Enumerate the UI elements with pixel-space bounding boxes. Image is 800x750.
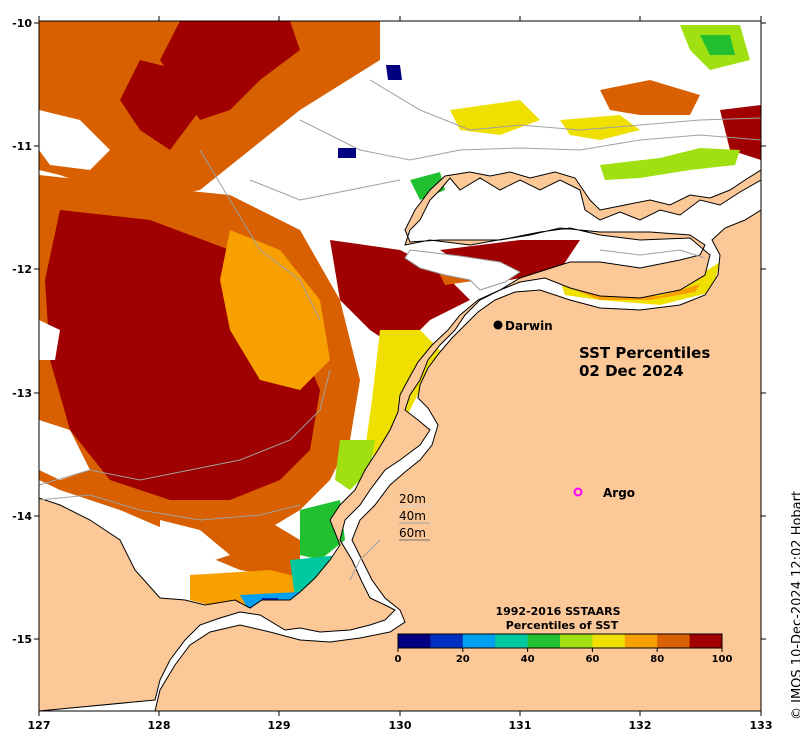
colorbar-swatch-8: [657, 634, 691, 648]
colorbar-tick-label-0: 0: [395, 654, 402, 665]
colorbar-title: 1992-2016 SSTAARS: [495, 605, 620, 618]
x-tick-130: 130: [389, 719, 412, 732]
isobath-legend: 20m 40m 60m: [399, 492, 430, 541]
colorbar-swatch-7: [624, 634, 658, 648]
sst-field-amber-central: [220, 230, 330, 390]
credit-text: © IMOS 10-Dec-2024 12:02 Hobart: [790, 490, 800, 720]
x-tick-131: 131: [509, 719, 532, 732]
contour-2: [299, 119, 761, 161]
isobath-label-20m: 20m: [399, 492, 426, 506]
colorbar-ticks: 0 20 40 60 80 100: [395, 648, 733, 665]
x-tick-128: 128: [148, 719, 171, 732]
colorbar-swatch-3: [495, 634, 529, 648]
colorbar-subtitle: Percentiles of SST: [506, 619, 619, 632]
sst-field-darkred-northeast: [120, 60, 200, 150]
y-tick-minus13: -13: [12, 387, 32, 400]
colorbar-swatch-2: [462, 634, 496, 648]
map-title: SST Percentiles: [579, 344, 710, 362]
sst-field-navy-a: [386, 65, 402, 80]
colorbar-tick-label-20: 20: [456, 654, 470, 665]
contour-1: [369, 79, 761, 131]
colorbar-tick-label-60: 60: [585, 654, 599, 665]
x-tick-133: 133: [750, 719, 773, 732]
x-tick-129: 129: [268, 719, 291, 732]
argo-marker: [573, 487, 583, 497]
contour-6: [199, 149, 321, 321]
sst-field-yellow-north: [450, 100, 540, 135]
sst-field-white-gap-3: [39, 420, 90, 480]
contour-5: [39, 494, 301, 521]
darwin-label: Darwin: [505, 319, 553, 333]
colorbar-tick-label-40: 40: [521, 654, 535, 665]
contour-3: [249, 179, 401, 201]
sst-field-white-gap-4: [160, 520, 230, 565]
y-tick-minus11: -11: [12, 140, 32, 153]
argo-label: Argo: [603, 486, 635, 500]
colorbar-swatch-9: [689, 634, 723, 648]
sst-field-orange-south: [150, 500, 300, 580]
landmass-east: [154, 200, 761, 711]
x-tick-labels: 127 128 129 130 131 132 133: [28, 719, 773, 732]
x-tick-127: 127: [28, 719, 51, 732]
isobath-contours: [39, 79, 761, 581]
contour-4: [39, 369, 331, 486]
sst-field-white-gap-2: [39, 320, 60, 360]
colorbar-tick-label-80: 80: [650, 654, 664, 665]
y-tick-minus15: -15: [12, 633, 32, 646]
y-tick-minus14: -14: [12, 510, 32, 523]
sst-field-orange-northeast: [600, 80, 700, 115]
isobath-label-40m: 40m: [399, 509, 426, 523]
y-tick-labels: -10 -11 -12 -13 -14 -15: [12, 17, 32, 646]
colorbar: 1992-2016 SSTAARS Percentiles of SST 0 20…: [395, 605, 733, 665]
darwin-marker: [493, 320, 503, 330]
landmass-gulf-south: [404, 249, 521, 291]
y-tick-minus12: -12: [12, 263, 32, 276]
colorbar-swatch-4: [527, 634, 561, 648]
sst-field-green-ne2: [700, 35, 735, 55]
colorbar-frame: [397, 633, 723, 649]
landmass-main: [39, 169, 761, 711]
colorbar-swatch-6: [592, 634, 626, 648]
sst-field-yellow-northeast: [560, 115, 640, 140]
colorbar-swatch-0: [398, 634, 431, 648]
colorbar-swatch-1: [430, 634, 464, 648]
sst-field-coastal-green: [335, 440, 375, 490]
y-tick-minus10: -10: [12, 17, 32, 30]
colorbar-swatch-5: [560, 634, 593, 648]
sst-field-navy-b: [338, 148, 356, 158]
map-date: 02 Dec 2024: [579, 362, 684, 380]
sst-field-white-gap-1: [39, 110, 110, 170]
contour-7: [599, 249, 706, 259]
land-mass: [39, 169, 761, 711]
contour-8: [349, 539, 381, 581]
axis-ticks: [34, 16, 766, 716]
colorbar-swatches: [398, 634, 723, 648]
sst-field-coast-green-e: [600, 148, 740, 180]
sst-field-darkred-north: [160, 21, 300, 120]
x-tick-132: 132: [629, 719, 652, 732]
isobath-label-60m: 60m: [399, 526, 426, 540]
colorbar-tick-label-100: 100: [712, 654, 733, 665]
